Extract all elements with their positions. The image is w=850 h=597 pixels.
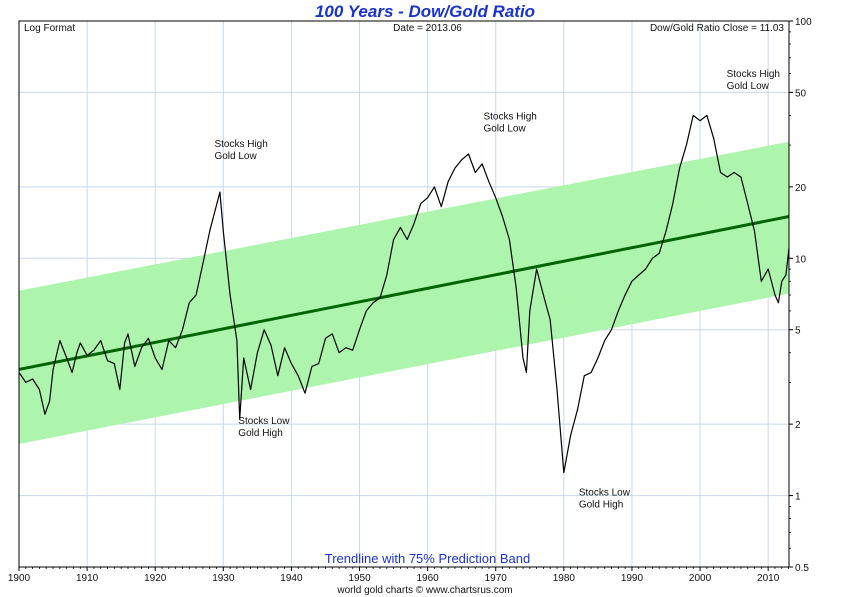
annotation-label: Stocks Low Gold High — [579, 488, 631, 511]
x-tick-label: 1950 — [348, 573, 371, 584]
band-caption: Trendline with 75% Prediction Band — [324, 551, 531, 566]
annotation-line: Stocks Low — [238, 416, 290, 427]
y-tick-label: 10 — [795, 254, 807, 265]
x-tick-label: 1900 — [8, 573, 31, 584]
annotation-line: Gold High — [238, 428, 282, 439]
chart-title: 100 Years - Dow/Gold Ratio — [314, 2, 536, 21]
annotation-line: Stocks High — [483, 111, 536, 122]
x-tick-label: 1990 — [621, 573, 644, 584]
y-tick-label: 0.5 — [795, 563, 809, 574]
x-tick-label: 1980 — [553, 573, 576, 584]
log-format-note: Log Format — [24, 23, 76, 34]
x-tick-label: 1960 — [417, 573, 440, 584]
annotation-line: Stocks High — [727, 69, 780, 80]
annotation-line: Gold Low — [483, 123, 526, 134]
ratio-line — [19, 114, 789, 474]
date-note: Date = 2013.06 — [393, 23, 462, 34]
x-tick-label: 2000 — [689, 573, 712, 584]
y-axis: 100 50 20 10 5 2 1 0.5 — [789, 17, 812, 574]
y-tick-label: 5 — [795, 326, 801, 337]
x-tick-label: 2010 — [757, 573, 780, 584]
annotation-line: Gold Low — [727, 81, 770, 92]
annotation-line: Gold High — [579, 500, 623, 511]
annotation-label: Stocks High Gold Low — [727, 69, 780, 92]
annotation-label: Stocks High Gold Low — [214, 139, 267, 162]
y-tick-label: 2 — [795, 420, 801, 431]
annotation-line: Stocks Low — [579, 488, 631, 499]
close-value-note: Dow/Gold Ratio Close = 11.03 — [649, 23, 784, 34]
x-tick-label: 1940 — [280, 573, 303, 584]
annotation-label: Stocks High Gold Low — [483, 111, 536, 134]
annotation-label: Stocks Low Gold High — [238, 416, 290, 439]
x-tick-label: 1970 — [485, 573, 508, 584]
y-tick-label: 50 — [795, 88, 807, 99]
ratio-series — [19, 114, 789, 474]
x-tick-label: 1930 — [212, 573, 235, 584]
y-tick-label: 20 — [795, 183, 807, 194]
credit-footer: world gold charts © www.chartsrus.com — [337, 585, 513, 596]
x-tick-label: 1910 — [76, 573, 99, 584]
plot-frame — [18, 20, 790, 568]
y-tick-label: 1 — [795, 492, 801, 503]
x-tick-label: 1920 — [144, 573, 167, 584]
annotation-line: Stocks High — [214, 139, 267, 150]
x-axis: 1900 1910 1920 1930 1940 1950 1960 1970 1980 1990… — [8, 567, 789, 584]
trendline — [18, 215, 790, 371]
trendline-line — [18, 215, 790, 371]
annotation-line: Gold Low — [214, 151, 257, 162]
y-tick-label: 100 — [795, 17, 812, 28]
